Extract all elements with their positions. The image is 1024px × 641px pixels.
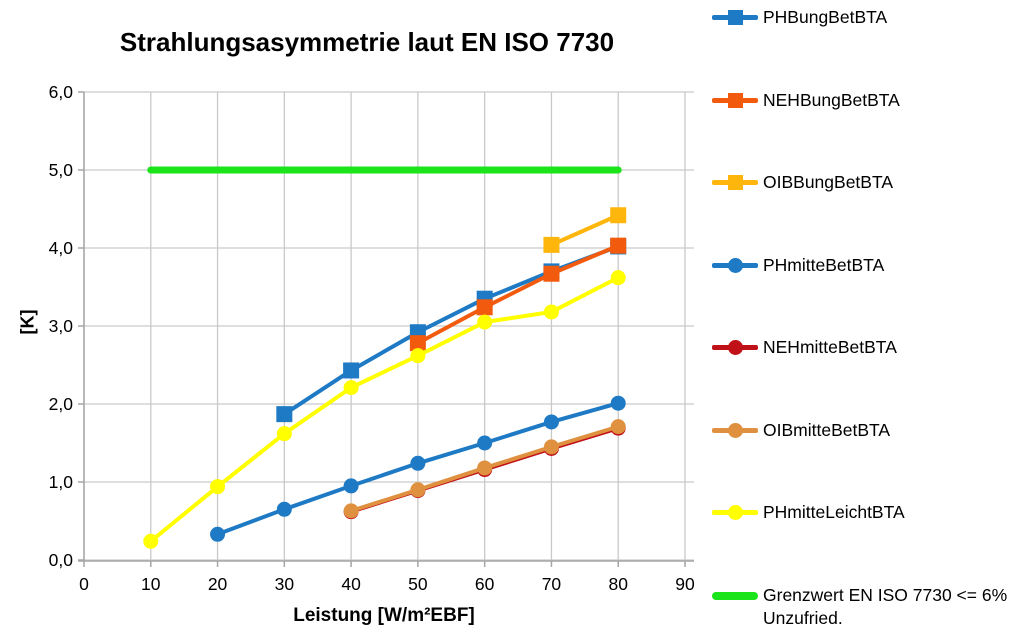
legend-label: PHBungBetBTA [763, 7, 888, 27]
data-point-circle [276, 501, 292, 517]
data-point-circle [410, 482, 426, 498]
legend-item: NEHBungBetBTA [712, 89, 1020, 112]
legend-item: PHmitteBetBTA [712, 254, 1020, 277]
data-point-circle [610, 395, 626, 411]
chart-legend: PHBungBetBTA NEHBungBetBTA OIBBungBetBTA PH… [712, 6, 1020, 630]
legend-swatch [712, 254, 760, 277]
legend-marker-circle [728, 257, 743, 273]
legend-label: NEHBungBetBTA [763, 89, 900, 110]
legend-swatch [712, 171, 760, 194]
series-line [283, 244, 619, 416]
legend-marker-square [728, 10, 743, 25]
data-point-circle [143, 533, 159, 549]
chart-title: Strahlungsasymmetrie laut EN ISO 7730 [119, 27, 615, 57]
data-point-square [409, 335, 426, 352]
data-point-circle [477, 314, 493, 330]
series-line [149, 275, 620, 543]
data-point-circle [543, 304, 559, 320]
legend-label: Grenzwert EN ISO 7730 <= 6% Unzufried. [763, 584, 1008, 628]
x-axis-title: Leistung [W/m²EBF] [293, 605, 475, 626]
series-line [416, 243, 619, 345]
x-tick-label: 0 [79, 574, 89, 594]
data-point-square [610, 237, 627, 254]
legend-item: Grenzwert EN ISO 7730 <= 6% Unzufried. [712, 584, 1020, 630]
legend-label: OIBBungBetBTA [763, 172, 894, 193]
data-point-square [543, 236, 560, 253]
legend-swatch [712, 89, 760, 112]
y-tick-label: 0,0 [49, 550, 74, 570]
legend-marker-square [728, 92, 743, 108]
data-point-square [276, 406, 293, 423]
x-tick-label: 40 [341, 574, 361, 594]
data-point-circle [410, 348, 426, 364]
data-point-circle [610, 270, 626, 286]
y-tick-label: 6,0 [49, 82, 74, 102]
x-tick-label: 30 [275, 574, 295, 594]
legend-label: OIBmitteBetBTA [763, 419, 891, 440]
legend-item: OIBBungBetBTA [712, 171, 1020, 194]
y-tick-label: 4,0 [49, 238, 74, 258]
data-point-circle [343, 380, 359, 396]
y-tick-label: 2,0 [49, 394, 74, 414]
data-point-circle [343, 503, 359, 519]
legend-label: PHmitteLeichtBTA [763, 502, 905, 523]
legend-swatch [712, 336, 760, 359]
x-tick-label: 90 [675, 574, 695, 594]
x-tick-label: 80 [608, 574, 628, 594]
data-point-circle [210, 479, 226, 495]
data-point-circle [343, 478, 359, 494]
series-line [550, 213, 620, 247]
data-point-circle [276, 426, 292, 442]
x-tick-label: 70 [542, 574, 562, 594]
legend-item: PHmitteLeichtBTA [712, 501, 1020, 524]
x-tick-label: 60 [475, 574, 495, 594]
data-point-circle [477, 435, 493, 451]
data-point-square [543, 265, 560, 282]
x-tick-label: 50 [408, 574, 428, 594]
legend-swatch [712, 6, 760, 29]
legend-line-sample [712, 591, 758, 600]
x-tick-label: 10 [141, 574, 161, 594]
y-tick-label: 5,0 [49, 160, 74, 180]
data-point-square [476, 299, 493, 316]
y-tick-label: 3,0 [49, 316, 74, 336]
data-point-circle [543, 439, 559, 455]
y-tick-label: 1,0 [49, 472, 74, 492]
legend-item: OIBmitteBetBTA [712, 419, 1020, 442]
data-point-square [610, 207, 627, 224]
data-point-circle [477, 460, 493, 476]
data-point-circle [543, 414, 559, 430]
legend-swatch [712, 419, 760, 442]
legend-marker-circle [728, 340, 743, 356]
legend-label: NEHmitteBetBTA [763, 337, 897, 358]
data-point-circle [210, 526, 226, 542]
data-point-square [343, 362, 360, 379]
legend-item: PHBungBetBTA [712, 6, 1020, 29]
legend-marker-circle [728, 422, 743, 438]
x-tick-label: 20 [208, 574, 228, 594]
data-point-circle [610, 419, 626, 435]
legend-swatch [712, 584, 760, 607]
y-axis-title: [K] [17, 309, 38, 335]
legend-swatch [712, 501, 760, 524]
legend-marker-circle [728, 505, 743, 521]
legend-item: NEHmitteBetBTA [712, 336, 1020, 359]
legend-marker-square [728, 175, 743, 191]
legend-label: PHmitteBetBTA [763, 254, 885, 275]
data-point-circle [410, 455, 426, 471]
